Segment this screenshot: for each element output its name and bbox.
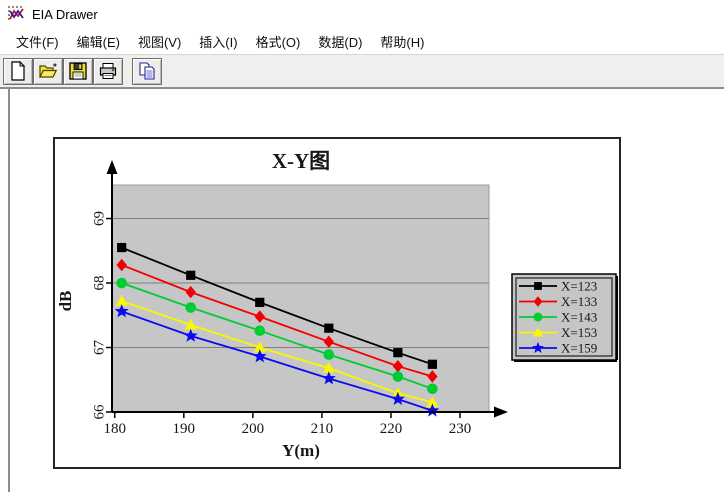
new-document-icon (11, 61, 26, 81)
x-tick-label: 220 (380, 421, 403, 437)
toolbar-button-open[interactable] (33, 57, 63, 85)
chart-layer: 180 190 200 210 220 230 66 67 68 69 X=123X=133X=14… (92, 160, 619, 437)
marker-star (532, 341, 544, 353)
marker-diamond (533, 296, 543, 307)
marker-diamond (427, 370, 438, 383)
series-line (121, 246, 433, 366)
legend-label: X=159 (561, 341, 597, 356)
marker-circle (254, 325, 266, 337)
marker-square (117, 242, 127, 253)
chart-frame: 180 190 200 210 220 230 66 67 68 69 X=123 X=133 X=14… (53, 137, 621, 469)
legend-label: X=123 (561, 279, 597, 294)
y-tick-label: 69 (92, 211, 108, 226)
marker-star (183, 328, 198, 342)
marker-circle (533, 312, 543, 322)
chart-svg: 180 190 200 210 220 230 66 67 68 69 X=123X=133X=14… (56, 149, 619, 460)
menu-item-file[interactable]: 文件(F) (16, 34, 59, 50)
marker-square (393, 348, 403, 358)
marker-circle (392, 371, 404, 382)
marker-diamond (392, 360, 404, 373)
series-line (121, 264, 433, 378)
x-tick-label: 230 (449, 421, 472, 437)
marker-square (534, 282, 542, 290)
y-axis-title: dB (56, 291, 75, 312)
marker-diamond (323, 335, 334, 348)
marker-triangle (253, 341, 266, 353)
marker-square (186, 270, 196, 280)
toolbar-button-new[interactable] (3, 57, 33, 85)
marker-square (324, 323, 334, 333)
y-tick-label: 68 (92, 276, 108, 291)
toolbar (0, 55, 724, 89)
marker-triangle (184, 318, 197, 330)
series-line (121, 282, 433, 390)
marker-square (427, 359, 437, 369)
marker-star (252, 349, 267, 363)
menu-item-data[interactable]: 数据(D) (318, 34, 363, 50)
app-icon (7, 5, 25, 23)
toolbar-button-print[interactable] (93, 57, 123, 85)
menu-item-edit[interactable]: 编辑(E) (76, 34, 120, 50)
marker-circle (116, 277, 127, 289)
toolbar-button-copy[interactable] (132, 57, 162, 85)
x-tick-label: 180 (104, 421, 127, 437)
x-tick-label: 210 (311, 421, 334, 437)
marker-diamond (116, 258, 127, 272)
marker-circle (427, 383, 438, 395)
menu-item-view[interactable]: 视图(V) (137, 34, 182, 50)
chart-title: X-Y图 (272, 149, 330, 173)
marker-triangle (322, 361, 335, 373)
y-tick-label: 66 (92, 404, 108, 420)
marker-star (390, 391, 405, 405)
marker-diamond (185, 285, 196, 299)
series-line (121, 300, 433, 404)
x-axis-arrow (494, 406, 508, 418)
x-axis-title: Y(m) (282, 441, 320, 460)
series-line (121, 310, 433, 412)
toolbar-button-save[interactable] (63, 57, 93, 85)
marker-triangle (532, 327, 544, 337)
y-tick-label: 67 (92, 340, 108, 356)
marker-star (321, 371, 336, 385)
menu-bar: 文件(F) 编辑(E) 视图(V) 插入(I) 格式(O) 数据(D) 帮助(H… (0, 28, 724, 55)
legend-label: X=143 (561, 310, 597, 325)
menu-item-help[interactable]: 帮助(H) (380, 34, 425, 50)
legend-label: X=133 (561, 294, 597, 309)
window-title: EIA Drawer (32, 6, 98, 22)
print-icon (99, 63, 117, 79)
client-area-border (8, 89, 10, 492)
legend-label: X=153 (561, 325, 597, 340)
marker-triangle (115, 294, 128, 306)
x-tick-label: 200 (242, 421, 265, 437)
marker-diamond (254, 310, 265, 323)
open-folder-icon (39, 63, 58, 78)
save-icon (69, 62, 87, 80)
menu-item-format[interactable]: 格式(O) (255, 34, 301, 50)
marker-star (114, 304, 129, 318)
marker-circle (185, 302, 197, 313)
y-axis-arrow (106, 160, 118, 174)
marker-circle (323, 349, 335, 360)
marker-square (255, 297, 265, 307)
title-bar: EIA Drawer (0, 0, 724, 28)
x-tick-label: 190 (173, 421, 196, 437)
menu-item-insert[interactable]: 插入(I) (199, 34, 238, 50)
marker-star (425, 403, 440, 417)
marker-triangle (426, 396, 439, 408)
copy-icon (139, 62, 155, 80)
